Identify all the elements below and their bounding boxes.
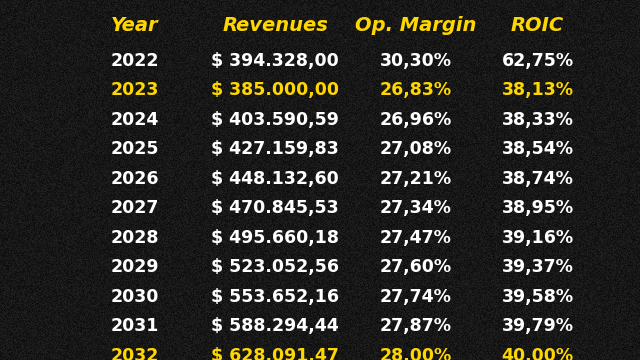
Text: 28,00%: 28,00% — [380, 347, 452, 360]
Text: $ 553.652,16: $ 553.652,16 — [211, 288, 339, 306]
Text: Year: Year — [111, 16, 158, 35]
Text: 27,34%: 27,34% — [380, 199, 452, 217]
Text: 2029: 2029 — [110, 258, 159, 276]
Text: $ 628.091,47: $ 628.091,47 — [211, 347, 339, 360]
Text: 39,58%: 39,58% — [502, 288, 573, 306]
Text: 26,96%: 26,96% — [380, 111, 452, 129]
Text: 27,60%: 27,60% — [380, 258, 452, 276]
Text: ROIC: ROIC — [511, 16, 564, 35]
Text: $ 403.590,59: $ 403.590,59 — [211, 111, 339, 129]
Text: 2023: 2023 — [110, 81, 159, 99]
Text: 27,08%: 27,08% — [380, 140, 452, 158]
Text: Op. Margin: Op. Margin — [355, 16, 477, 35]
Text: Revenues: Revenues — [222, 16, 328, 35]
Text: 38,13%: 38,13% — [502, 81, 573, 99]
Text: 2024: 2024 — [110, 111, 159, 129]
Text: 2028: 2028 — [110, 229, 159, 247]
Text: $ 394.328,00: $ 394.328,00 — [211, 51, 339, 69]
Text: 62,75%: 62,75% — [502, 51, 573, 69]
Text: $ 385.000,00: $ 385.000,00 — [211, 81, 339, 99]
Text: 40,00%: 40,00% — [502, 347, 573, 360]
Text: 2031: 2031 — [110, 317, 159, 335]
Text: 38,54%: 38,54% — [502, 140, 573, 158]
Text: 2026: 2026 — [110, 170, 159, 188]
Text: 39,37%: 39,37% — [502, 258, 573, 276]
Text: 27,74%: 27,74% — [380, 288, 452, 306]
Text: 2032: 2032 — [110, 347, 159, 360]
Text: 38,74%: 38,74% — [502, 170, 573, 188]
Text: 27,87%: 27,87% — [380, 317, 452, 335]
Text: 39,79%: 39,79% — [502, 317, 573, 335]
Text: 39,16%: 39,16% — [502, 229, 573, 247]
Text: 2030: 2030 — [110, 288, 159, 306]
Text: $ 470.845,53: $ 470.845,53 — [211, 199, 339, 217]
Text: $ 427.159,83: $ 427.159,83 — [211, 140, 339, 158]
Text: 26,83%: 26,83% — [380, 81, 452, 99]
Text: 2025: 2025 — [110, 140, 159, 158]
Text: 38,33%: 38,33% — [502, 111, 573, 129]
Text: $ 523.052,56: $ 523.052,56 — [211, 258, 339, 276]
Text: $ 495.660,18: $ 495.660,18 — [211, 229, 339, 247]
Text: 2027: 2027 — [110, 199, 159, 217]
Text: 30,30%: 30,30% — [380, 51, 452, 69]
Text: 2022: 2022 — [110, 51, 159, 69]
Text: 38,95%: 38,95% — [502, 199, 573, 217]
Text: $ 588.294,44: $ 588.294,44 — [211, 317, 339, 335]
Text: $ 448.132,60: $ 448.132,60 — [211, 170, 339, 188]
Text: 27,21%: 27,21% — [380, 170, 452, 188]
Text: 27,47%: 27,47% — [380, 229, 452, 247]
